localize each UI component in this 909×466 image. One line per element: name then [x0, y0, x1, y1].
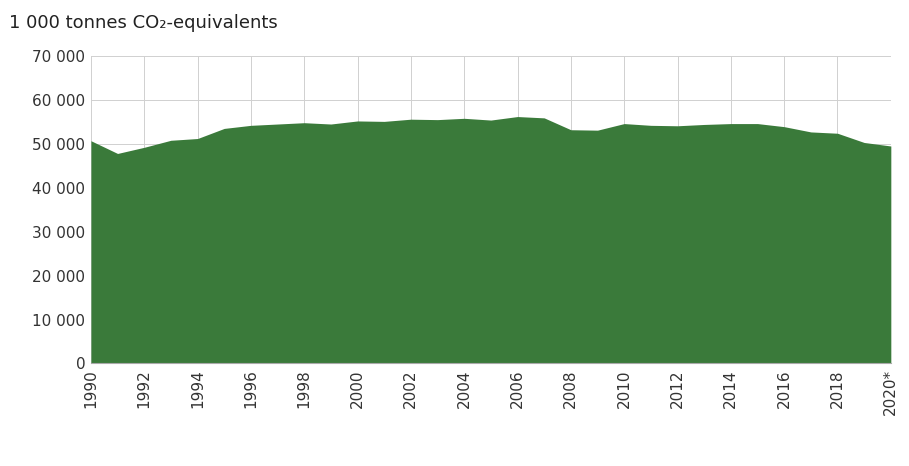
Text: 1 000 tonnes CO₂-equivalents: 1 000 tonnes CO₂-equivalents: [9, 14, 278, 32]
